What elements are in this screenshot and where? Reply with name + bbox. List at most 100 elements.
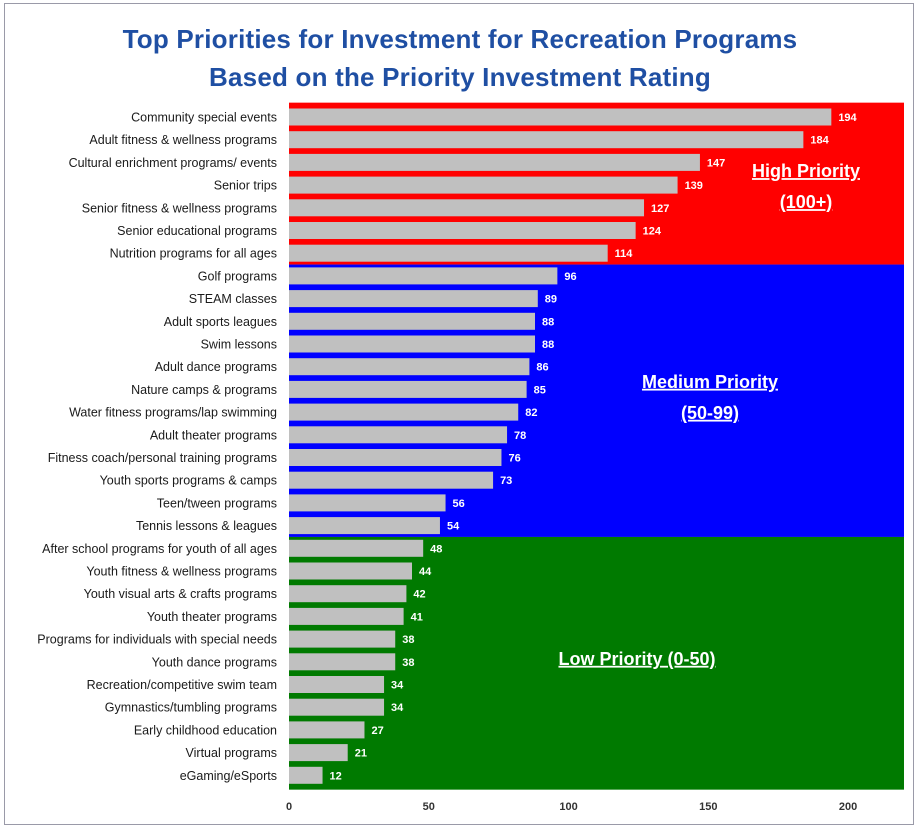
bar — [289, 153, 700, 171]
category-label: Recreation/competitive swim team — [87, 678, 277, 692]
bar — [289, 721, 365, 739]
category-label: Adult theater programs — [150, 428, 277, 442]
category-label: Youth dance programs — [152, 655, 277, 669]
value-label: 73 — [500, 475, 512, 487]
bar — [289, 380, 527, 398]
bar — [289, 358, 530, 376]
zone-label-medium: (50-99) — [681, 403, 739, 423]
value-label: 34 — [391, 680, 404, 692]
x-tick-label: 50 — [423, 801, 435, 813]
category-label: Adult fitness & wellness programs — [89, 133, 277, 147]
value-label: 89 — [545, 294, 557, 306]
category-label: Gymnastics/tumbling programs — [105, 701, 277, 715]
value-label: 34 — [391, 702, 404, 714]
bar — [289, 698, 385, 716]
category-label: Youth fitness & wellness programs — [86, 565, 277, 579]
value-label: 147 — [707, 157, 725, 169]
category-label: Swim lessons — [201, 338, 277, 352]
bar — [289, 108, 832, 126]
bar — [289, 335, 535, 353]
category-label: Early childhood education — [134, 723, 277, 737]
x-tick-label: 0 — [286, 801, 292, 813]
value-label: 48 — [430, 543, 442, 555]
chart-title-line1: Top Priorities for Investment for Recrea… — [122, 24, 798, 54]
category-label: Senior fitness & wellness programs — [82, 201, 277, 215]
x-tick-label: 150 — [699, 801, 717, 813]
bar — [289, 244, 608, 262]
value-label: 78 — [514, 430, 526, 442]
value-label: 27 — [371, 725, 383, 737]
zone-medium — [289, 264, 904, 537]
category-label: Water fitness programs/lap swimming — [69, 406, 277, 420]
bar — [289, 562, 412, 580]
chart-title-line2: Based on the Priority Investment Rating — [209, 62, 711, 92]
category-label: Community special events — [131, 111, 277, 125]
category-label: After school programs for youth of all a… — [42, 542, 277, 556]
value-label: 88 — [542, 339, 554, 351]
bar — [289, 222, 636, 239]
category-label: Nature camps & programs — [131, 383, 277, 397]
bar — [289, 585, 407, 603]
category-label: Senior educational programs — [117, 224, 277, 238]
value-label: 38 — [402, 634, 414, 646]
value-label: 86 — [536, 362, 548, 374]
value-label: 124 — [643, 226, 662, 238]
value-label: 88 — [542, 316, 554, 328]
value-label: 41 — [411, 611, 423, 623]
category-label: Youth sports programs & camps — [100, 474, 277, 488]
category-label: Senior trips — [214, 179, 277, 193]
value-label: 42 — [413, 589, 425, 601]
bar — [289, 403, 519, 421]
category-label: Virtual programs — [186, 746, 277, 760]
zone-label-high: High Priority — [752, 161, 860, 181]
value-label: 38 — [402, 657, 414, 669]
category-label: Nutrition programs for all ages — [110, 247, 277, 261]
category-label: Tennis lessons & leagues — [136, 519, 277, 533]
value-label: 82 — [525, 407, 537, 419]
value-label: 184 — [810, 135, 829, 147]
category-label: Adult sports leagues — [164, 315, 277, 329]
bar — [289, 630, 396, 648]
value-label: 194 — [838, 112, 857, 124]
bar — [289, 449, 502, 466]
value-label: 85 — [534, 384, 546, 396]
value-label: 114 — [615, 248, 634, 260]
category-label: eGaming/eSports — [180, 769, 277, 783]
bar — [289, 607, 404, 625]
zone-label-medium: Medium Priority — [642, 372, 778, 392]
category-label: Golf programs — [198, 269, 277, 283]
bar — [289, 199, 645, 217]
zone-label-high: (100+) — [780, 192, 833, 212]
category-label: Fitness coach/personal training programs — [48, 451, 277, 465]
category-label: Adult dance programs — [155, 360, 277, 374]
bar — [289, 539, 424, 557]
category-label: Programs for individuals with special ne… — [37, 633, 277, 647]
bar — [289, 426, 508, 444]
value-label: 56 — [453, 498, 465, 510]
category-label: STEAM classes — [189, 292, 277, 306]
category-label: Cultural enrichment programs/ events — [69, 156, 277, 170]
value-label: 54 — [447, 521, 460, 533]
category-label: Youth theater programs — [147, 610, 277, 624]
bar — [289, 653, 396, 671]
bar — [289, 471, 494, 489]
x-tick-label: 200 — [839, 801, 857, 813]
bar — [289, 494, 446, 512]
x-tick-label: 100 — [559, 801, 577, 813]
value-label: 44 — [419, 566, 432, 578]
bar — [289, 290, 538, 308]
bar — [289, 517, 440, 535]
zone-label-low: Low Priority (0-50) — [558, 649, 715, 669]
bar — [289, 676, 385, 693]
value-label: 12 — [330, 770, 342, 782]
value-label: 96 — [564, 271, 576, 283]
value-label: 127 — [651, 203, 669, 215]
category-label: Youth visual arts & crafts programs — [84, 587, 277, 601]
bar — [289, 267, 558, 285]
bar — [289, 312, 535, 330]
bar — [289, 766, 323, 784]
bar — [289, 131, 804, 149]
value-label: 139 — [685, 180, 703, 192]
category-label: Teen/tween programs — [157, 496, 277, 510]
